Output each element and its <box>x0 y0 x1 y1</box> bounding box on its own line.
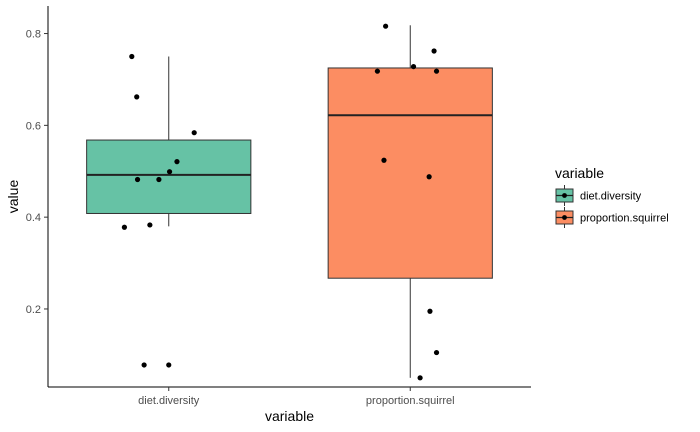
y-tick-label: 0.6 <box>26 120 41 132</box>
legend-key-point <box>562 215 567 220</box>
data-point <box>374 68 381 74</box>
data-point <box>383 23 389 29</box>
data-point <box>426 174 432 180</box>
y-tick-label: 0.8 <box>26 29 41 41</box>
data-point <box>410 63 417 70</box>
data-point <box>433 68 440 74</box>
data-point <box>121 224 128 230</box>
data-point <box>134 176 141 183</box>
y-axis-title: value <box>5 180 21 214</box>
x-tick-label: diet.diversity <box>138 395 200 407</box>
data-point <box>147 222 153 228</box>
legend: variable diet.diversity proportion.squirr… <box>555 165 669 228</box>
y-tick-label: 0.2 <box>26 304 41 316</box>
data-point <box>417 375 423 381</box>
data-point <box>381 157 387 163</box>
data-point <box>433 349 440 356</box>
data-point <box>156 176 162 183</box>
data-point <box>427 308 433 314</box>
x-tick-label: proportion.squirrel <box>366 395 455 407</box>
box-diet-diversity <box>86 139 252 214</box>
y-tick-label: 0.4 <box>26 212 41 224</box>
data-point <box>129 53 135 60</box>
data-point <box>166 169 173 175</box>
data-point <box>174 159 180 165</box>
legend-title: variable <box>555 165 604 181</box>
legend-entry-label: proportion.squirrel <box>580 213 669 225</box>
x-axis-title: variable <box>265 408 314 424</box>
data-point <box>134 94 140 100</box>
box-proportion-squirrel <box>327 67 493 279</box>
plot-area <box>86 23 493 381</box>
data-point <box>431 48 437 54</box>
data-point <box>191 130 197 136</box>
data-point <box>166 362 172 368</box>
legend-entry-label: diet.diversity <box>580 191 642 203</box>
legend-key-point <box>562 193 567 198</box>
axes: 0.2 0.4 0.6 0.8 diet.diversity proportion.squ… <box>26 29 455 407</box>
data-point <box>141 362 147 368</box>
